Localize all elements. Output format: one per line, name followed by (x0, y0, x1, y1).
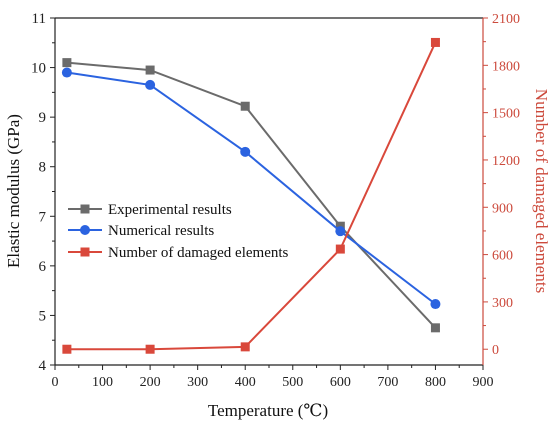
series-2-point (240, 342, 250, 352)
series-0-point (430, 323, 440, 333)
y-left-tick-label: 8 (39, 160, 47, 176)
x-tick-label: 700 (377, 375, 398, 390)
series-1-point (61, 67, 72, 78)
series-2-point (62, 344, 72, 354)
x-tick-label: 500 (282, 375, 303, 390)
legend-label-experimental: Experimental results (108, 202, 232, 218)
x-tick-label: 100 (92, 375, 113, 390)
series-2-point (145, 344, 155, 354)
series-1-point (240, 146, 251, 157)
legend-marker-numerical (80, 225, 90, 235)
y-right-tick-label: 1800 (492, 59, 520, 74)
x-axis-title: Temperature (℃) (208, 401, 328, 420)
series-0-point (62, 58, 72, 68)
series-0-point (240, 101, 250, 111)
series-1-point (335, 226, 346, 237)
series-2-point (430, 37, 440, 47)
y-axis-title-right: Number of damaged elements (532, 89, 550, 293)
x-tick-label: 900 (473, 375, 494, 390)
y-right-tick-label: 1200 (492, 154, 520, 169)
x-tick-label: 600 (330, 375, 351, 390)
series-1-point (145, 79, 156, 90)
legend: Experimental results Numerical results N… (68, 202, 289, 261)
x-tick-label: 800 (425, 375, 446, 390)
series-1-point (430, 299, 441, 310)
x-tick-label: 300 (187, 375, 208, 390)
y-left-tick-label: 4 (39, 358, 47, 374)
y-axis-title-left: Elastic modulus (GPa) (4, 114, 23, 268)
y-left-tick-label: 7 (39, 209, 47, 225)
y-right-tick-label: 300 (492, 296, 513, 311)
x-tick-label: 400 (235, 375, 256, 390)
axes: 0 100 200 300 400 500 600 700 800 900 4 5 6 7 8 9 10 11 0 3… (31, 11, 520, 390)
legend-marker-experimental (80, 204, 90, 214)
plot-series (61, 37, 441, 354)
y-right-tick-label: 1500 (492, 107, 520, 122)
y-right-tick-label: 900 (492, 201, 513, 216)
y-left-tick-label: 11 (32, 11, 46, 27)
y-right-tick-label: 0 (492, 343, 499, 358)
series-2-point (335, 244, 345, 254)
x-tick-label: 200 (140, 375, 161, 390)
legend-label-numerical: Numerical results (108, 223, 214, 239)
y-left-tick-label: 10 (31, 61, 46, 77)
series-line-0 (66, 61, 437, 329)
y-left-tick-label: 9 (39, 110, 47, 126)
series-0-point (145, 65, 155, 75)
y-left-tick-label: 6 (39, 259, 47, 275)
y-left-tick-label: 5 (39, 308, 47, 324)
series-line-2 (66, 41, 437, 351)
legend-marker-damaged (80, 247, 90, 257)
x-tick-label: 0 (52, 375, 59, 390)
legend-label-damaged: Number of damaged elements (108, 245, 289, 261)
y-right-tick-label: 2100 (492, 12, 520, 27)
y-right-tick-label: 600 (492, 249, 513, 264)
